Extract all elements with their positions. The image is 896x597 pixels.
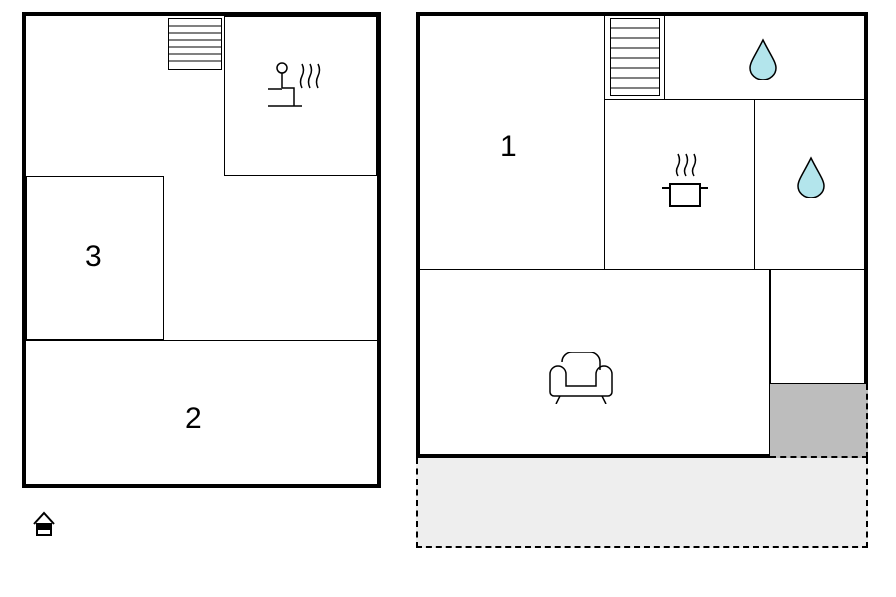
stairs-icon (168, 18, 222, 70)
stairs-icon (610, 18, 660, 96)
label-3: 3 (85, 240, 102, 274)
sofa-icon (544, 352, 618, 404)
house-icon (30, 510, 58, 538)
label-2: 2 (185, 402, 202, 436)
sauna-person-icon (268, 62, 322, 108)
water-drop-icon (796, 156, 826, 198)
pot-icon (658, 152, 712, 210)
water-drop-icon (748, 38, 778, 80)
floorplan-canvas: 3 2 1 (0, 0, 896, 597)
balcony-corner (770, 384, 868, 458)
label-1: 1 (500, 130, 517, 164)
small-room-right (770, 270, 864, 384)
terrace-bottom (416, 458, 868, 548)
